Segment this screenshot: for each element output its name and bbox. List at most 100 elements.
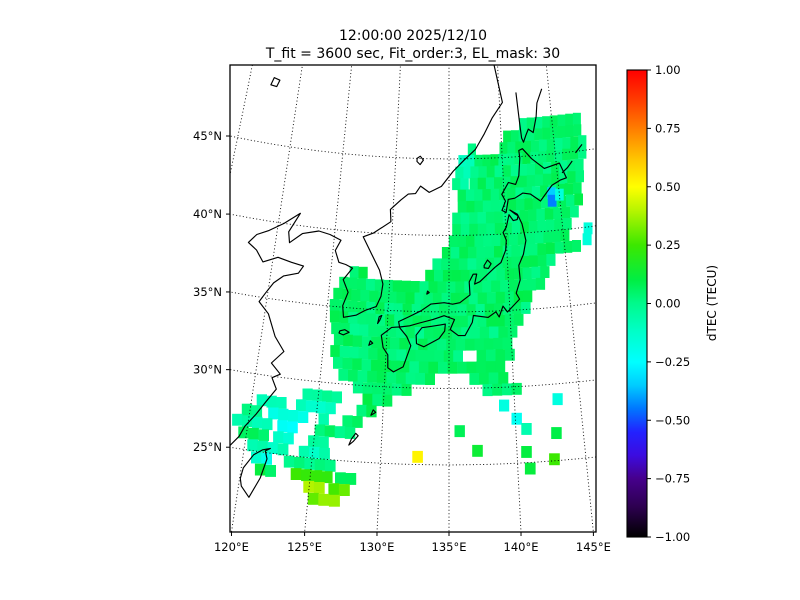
heatmap-cell [457, 189, 467, 202]
heatmap-cell [358, 347, 369, 360]
heatmap-cell [483, 338, 494, 351]
heatmap-cell [474, 200, 484, 213]
heatmap-cell [499, 142, 508, 155]
heatmap-cell [410, 281, 420, 293]
coastline-taiwan [239, 447, 271, 498]
heatmap-cell [393, 303, 403, 316]
heatmap-cell [531, 266, 541, 279]
heatmap-cell [526, 175, 536, 187]
heatmap-cell [486, 223, 496, 236]
y-tick-label: 45°N [193, 129, 222, 143]
heatmap-cell [475, 304, 486, 316]
heatmap-cell [498, 326, 509, 339]
heatmap-cell [466, 304, 476, 317]
heatmap-cell [442, 270, 453, 282]
heatmap-cell [403, 315, 413, 328]
heatmap-cell [515, 187, 524, 200]
heatmap-cell [511, 256, 521, 269]
heatmap-cell [348, 312, 358, 324]
heatmap-cell [418, 338, 428, 351]
heatmap-cell [511, 210, 520, 223]
heatmap-cell [437, 281, 447, 294]
heatmap-cell [478, 269, 488, 282]
heatmap-cell [455, 166, 464, 179]
heatmap-cell [431, 315, 441, 328]
heatmap-cell [549, 453, 560, 466]
heatmap-cell [349, 346, 359, 359]
heatmap-cell [331, 322, 341, 335]
heatmap-cell [464, 281, 474, 294]
heatmap-cell [304, 458, 316, 470]
coastline-hokkaido [501, 148, 567, 214]
heatmap-cell [536, 208, 546, 221]
heatmap-cell [308, 435, 319, 448]
heatmap-cell [567, 159, 576, 172]
heatmap-cell [411, 304, 422, 316]
heatmap-cell [491, 200, 500, 213]
heatmap-cell [562, 217, 572, 230]
heatmap-cell [380, 337, 391, 350]
heatmap-cell [342, 357, 353, 370]
heatmap-cell [515, 141, 524, 154]
heatmap-cell [458, 315, 469, 328]
heatmap-cell [565, 125, 574, 138]
heatmap-cell [531, 140, 540, 153]
heatmap-cell [575, 170, 584, 183]
heatmap-cell [521, 446, 532, 458]
x-tick-label: 140°E [504, 540, 539, 554]
heatmap-cell [372, 394, 383, 407]
x-tick-label: 130°E [359, 540, 394, 554]
colorbar: 1.00 0.75 0.50 0.25 0.00 −0.25 −0.50 −0.75 −1.00 [626, 63, 690, 544]
heatmap-cell [520, 256, 530, 268]
heatmap-cell [450, 258, 460, 271]
heatmap-cell [268, 407, 279, 420]
heatmap-cell [495, 291, 506, 304]
heatmap-cell [482, 280, 492, 293]
heatmap-cell [385, 314, 395, 327]
heatmap-cell [248, 427, 259, 440]
heatmap-cell [483, 234, 493, 247]
heatmap-cell [277, 443, 289, 456]
heatmap-cell [521, 302, 531, 314]
heatmap-cell [575, 158, 584, 171]
heatmap-cell [557, 114, 566, 127]
heatmap-cell [412, 450, 423, 463]
heatmap-cell [402, 303, 413, 316]
heatmap-cell [276, 397, 287, 409]
heatmap-cell [390, 337, 400, 350]
colorbar-tick-label: 0.25 [655, 238, 681, 252]
meridian-line [497, 65, 522, 532]
heatmap-cell [371, 336, 382, 349]
heatmap-cell [502, 176, 511, 189]
heatmap-cell [469, 223, 479, 236]
heatmap-cell [262, 418, 273, 431]
heatmap-cell [502, 383, 513, 396]
heatmap-cell [283, 432, 294, 445]
heatmap-cell [290, 468, 302, 480]
colorbar-tick-label: −0.25 [655, 355, 690, 369]
heatmap-cell [266, 395, 277, 408]
heatmap-cell [466, 155, 475, 167]
heatmap-cell [348, 277, 358, 290]
heatmap-cell [384, 302, 394, 315]
heatmap-cell [469, 212, 478, 225]
heatmap-cell [486, 349, 496, 362]
heatmap-cell [401, 384, 412, 396]
heatmap-cell [368, 325, 378, 337]
heatmap-cell [257, 440, 269, 453]
heatmap-cell [465, 189, 475, 202]
heatmap-cell [396, 372, 407, 385]
heatmap-cell [509, 233, 518, 246]
heatmap-cell [549, 115, 558, 128]
heatmap-cell [315, 401, 326, 414]
heatmap-cell [314, 459, 326, 471]
heatmap-cell [537, 254, 547, 267]
heatmap-cell [452, 212, 461, 225]
heatmap-cell [312, 389, 323, 402]
heatmap-cell [554, 241, 564, 254]
heatmap-cell [555, 188, 564, 201]
heatmap-cell [432, 292, 442, 305]
heatmap-cell [391, 383, 402, 396]
heatmap-cell [333, 333, 344, 346]
parallel-line [230, 446, 596, 466]
